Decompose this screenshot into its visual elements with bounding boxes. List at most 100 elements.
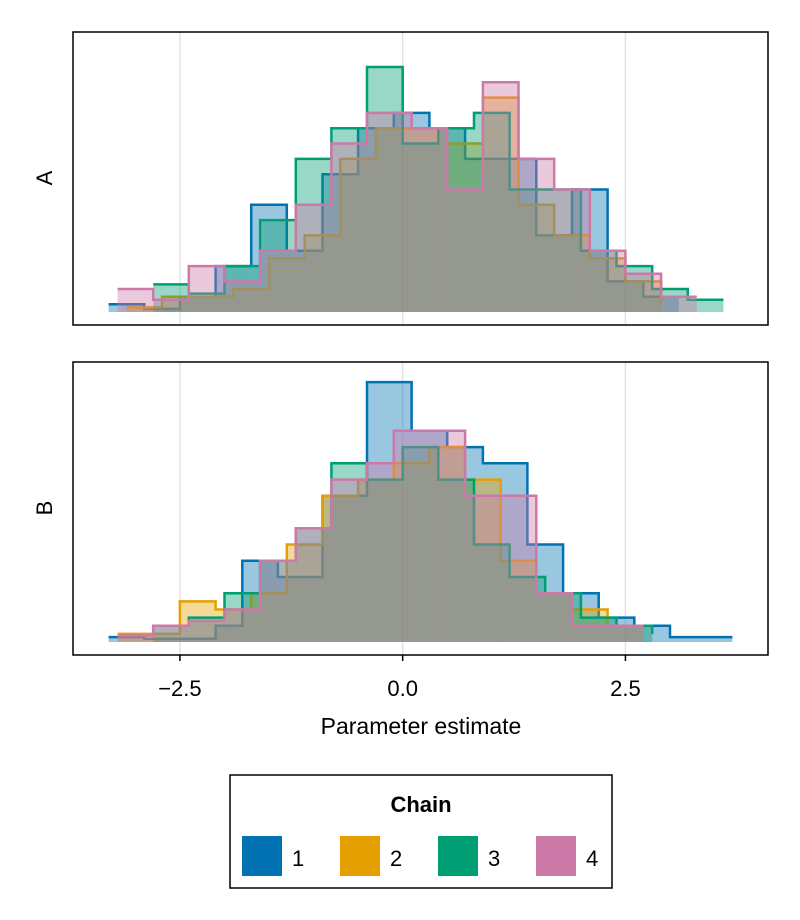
- panel-b-chain-4-bar-9: [429, 430, 466, 642]
- legend-swatch-2: [340, 836, 380, 876]
- panel-a-chain-4-bar-5: [295, 204, 332, 312]
- panel-a-chain-1-bar-8: [393, 112, 430, 313]
- panel-b-label: B: [32, 501, 57, 516]
- panel-b-chain-4-bar-10: [465, 495, 501, 642]
- panel-b-chain-4-histogram: [117, 429, 644, 642]
- panel-b-chain-1-bar-8: [411, 430, 448, 642]
- panel-b-chain-4-bar-7: [367, 463, 394, 642]
- panel-b-chain-1-bar-1: [144, 638, 180, 642]
- panel-a-histograms: [108, 65, 724, 313]
- panel-a-chain-2-bar-12: [554, 235, 590, 312]
- panel-b-chain-2-bar-7: [393, 463, 430, 642]
- panel-a-chain-1-bar-1: [144, 308, 180, 312]
- panel-a-chain-4-bar-10: [482, 82, 519, 313]
- panel-b-chain-2-bar-2: [215, 609, 252, 642]
- legend-entry-2: 2: [340, 836, 402, 876]
- panel-a-chain-1-bar-15: [643, 296, 679, 312]
- panel-a-chain-4-bar-2: [188, 266, 225, 312]
- panel-a: A: [32, 31, 769, 326]
- panel-a-chain-2-bar-5: [304, 235, 341, 312]
- panel-b-chain-2-bar-5: [322, 495, 359, 642]
- panel-a-chain-2-bar-6: [340, 158, 376, 312]
- panel-a-chain-4-bar-8: [411, 128, 448, 312]
- panel-b-chain-3-bar-3: [260, 560, 296, 642]
- panel-b-chain-3-bar-8: [438, 479, 474, 642]
- panel-b-chain-1-bar-3: [215, 625, 243, 642]
- legend-label-4: 4: [586, 846, 598, 871]
- panel-a-chain-2-bar-0: [126, 307, 163, 312]
- panel-a-chain-3-bar-9: [473, 112, 510, 313]
- panel-b-chain-4-bar-1: [153, 625, 189, 642]
- panel-b-chain-3-bar-4: [295, 528, 332, 642]
- panel-a-chain-3-bar-10: [509, 189, 546, 312]
- panel-a-chain-2-bar-9: [447, 143, 483, 312]
- panel-b-chain-4-bar-0: [117, 635, 154, 642]
- panel-a-chain-3-bar-8: [438, 128, 474, 312]
- panel-b-chain-1-bar-10: [482, 463, 528, 642]
- legend-entries: 1 2 3 4: [242, 836, 598, 876]
- panel-a-chain-3-bar-3: [260, 220, 296, 312]
- panel-a-chain-3-bar-15: [687, 299, 724, 312]
- panel-b-chain-3-bar-13: [616, 625, 653, 642]
- panel-b-chain-1-bar-15: [669, 637, 733, 642]
- panel-b-chain-1-bar-7: [367, 382, 412, 642]
- panel-a-chain-2-bar-14: [625, 281, 662, 312]
- panel-a-chain-3-bar-11: [545, 189, 581, 312]
- panel-b-chain-3-bar-11: [545, 593, 581, 642]
- panel-a-chain-4-bar-0: [117, 289, 154, 312]
- legend-swatch-4: [536, 836, 576, 876]
- panel-b-chain-3-bar-7: [402, 447, 439, 642]
- legend-entry-4: 4: [536, 836, 598, 876]
- panel-a-chain-1-bar-5: [286, 250, 323, 312]
- panel-b-chain-1-bar-5: [277, 577, 323, 642]
- panel-a-chain-4-bar-1: [153, 299, 189, 312]
- panel-b-chain-2-bar-11: [536, 593, 572, 642]
- panel-a-chain-3-bar-7: [402, 143, 439, 312]
- panel-a-chain-1-bar-14: [607, 281, 644, 312]
- legend-swatch-3: [438, 836, 478, 876]
- panel-b-chain-3-bar-0: [153, 625, 189, 642]
- panel-b-chain-4-bar-11: [500, 495, 537, 642]
- panel-b-chain-3-bar-6: [367, 479, 403, 642]
- panel-b-background: [73, 362, 768, 655]
- panel-a-frame: [72, 31, 769, 326]
- legend-entry-3: 3: [438, 836, 500, 876]
- legend-title: Chain: [390, 792, 451, 817]
- panel-a-chain-4-bar-13: [589, 250, 626, 312]
- panel-a-chain-2-bar-8: [411, 128, 448, 312]
- panel-a-chain-2-bar-4: [269, 258, 305, 312]
- panel-b-chain-3-outline: [153, 445, 654, 634]
- x-axis: −2.5 0.0 2.5: [158, 655, 641, 701]
- panel-a-chain-4-bar-9: [447, 189, 483, 312]
- panel-b-chain-4-bar-2: [188, 620, 225, 642]
- panel-a-chain-4-histogram: [117, 81, 697, 313]
- panel-a-chain-3-bar-1: [188, 293, 225, 312]
- panel-b-chain-1-bar-0: [108, 637, 145, 642]
- panel-a-chain-2-bar-10: [482, 97, 519, 312]
- panel-b-frame: [72, 361, 769, 656]
- panel-a-chain-3-bar-12: [580, 250, 617, 312]
- panel-a-chain-4-bar-12: [554, 189, 590, 312]
- legend-label-3: 3: [488, 846, 500, 871]
- x-tick-label-1: 0.0: [387, 676, 418, 701]
- panel-a-label: A: [32, 170, 57, 185]
- panel-a-chain-4-bar-6: [331, 143, 368, 312]
- x-tick-label-0: −2.5: [158, 676, 201, 701]
- panel-b-chain-2-bar-9: [465, 479, 501, 642]
- panel-b-chain-3-bar-2: [224, 593, 261, 642]
- panel-a-chain-4-bar-11: [518, 158, 555, 312]
- panel-b-chain-3-bar-12: [580, 617, 617, 642]
- panel-a-chain-2-bar-11: [518, 204, 555, 312]
- panel-a-chain-3-histogram: [153, 65, 724, 313]
- panel-a-chain-4-bar-3: [224, 281, 261, 312]
- panel-b-chain-3-histogram: [153, 445, 654, 642]
- panel-a-chain-3-bar-6: [367, 66, 403, 312]
- panel-b-histograms: [108, 380, 733, 642]
- legend-entry-1: 1: [242, 836, 304, 876]
- panel-b-chain-3-bar-9: [473, 544, 510, 642]
- panel-b-chain-4-bar-12: [536, 593, 572, 642]
- panel-b-chain-4-bar-13: [571, 625, 608, 642]
- panel-b-chain-2-bar-6: [358, 479, 394, 642]
